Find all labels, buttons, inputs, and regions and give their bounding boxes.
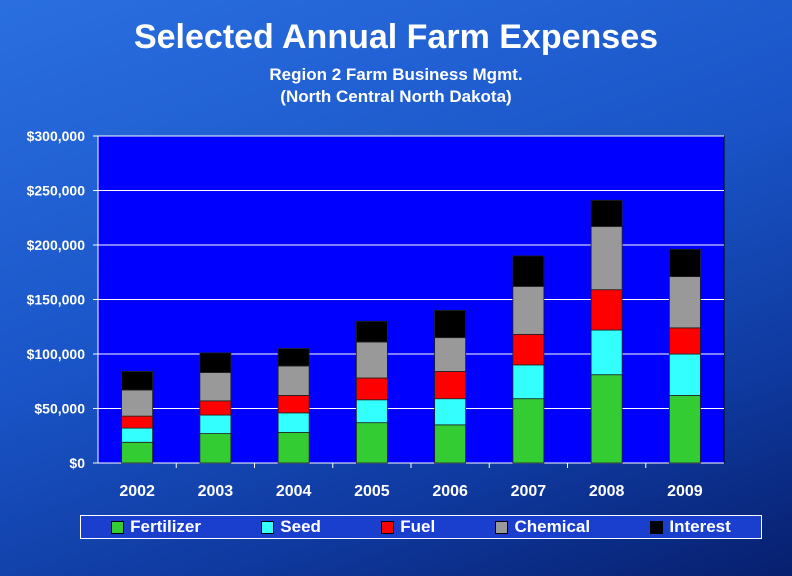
bar-seed-2005 — [355, 399, 388, 424]
legend-item-fertilizer: Fertilizer — [111, 517, 201, 537]
bar-fuel-2007 — [512, 333, 545, 366]
bar-interest-2004 — [277, 348, 310, 367]
legend-label-interest: Interest — [669, 517, 731, 536]
bar-fertilizer-2007 — [512, 398, 545, 464]
legend-item-seed: Seed — [261, 517, 321, 537]
y-tick-label: $300,000 — [27, 128, 86, 144]
bar-fuel-2003 — [199, 400, 232, 416]
bar-fertilizer-2009 — [668, 395, 701, 464]
legend-swatch-seed — [261, 520, 275, 534]
y-tick-label: $200,000 — [27, 237, 86, 253]
bar-fuel-2009 — [668, 327, 701, 355]
bar-interest-2006 — [434, 309, 467, 339]
bar-fertilizer-2003 — [199, 433, 232, 464]
x-tick-label: 2005 — [354, 483, 390, 500]
x-tick-label: 2007 — [511, 483, 547, 500]
bar-chemical-2004 — [277, 365, 310, 396]
chart-subtitle: Region 2 Farm Business Mgmt. (North Cent… — [0, 64, 792, 108]
bar-seed-2003 — [199, 414, 232, 434]
bar-interest-2009 — [668, 248, 701, 278]
chart-title: Selected Annual Farm Expenses — [133, 18, 659, 56]
bar-seed-2009 — [668, 353, 701, 396]
legend-swatch-fuel — [381, 520, 395, 534]
bar-fuel-2006 — [434, 371, 467, 400]
bar-fertilizer-2005 — [355, 422, 388, 464]
y-tick-label: $150,000 — [27, 292, 86, 308]
bar-chemical-2009 — [668, 276, 701, 329]
bar-chemical-2008 — [590, 226, 623, 291]
legend-label-fuel: Fuel — [400, 517, 436, 536]
bar-fuel-2002 — [121, 415, 154, 429]
bar-seed-2007 — [512, 364, 545, 400]
legend-label-seed: Seed — [280, 517, 321, 536]
legend-swatch-chemical — [495, 520, 509, 534]
bar-chemical-2006 — [434, 337, 467, 372]
bar-seed-2004 — [277, 412, 310, 433]
y-tick-label: $100,000 — [27, 346, 86, 362]
x-tick-label: 2002 — [119, 483, 155, 500]
legend: Fertilizer Seed Fuel Chemical Interest — [80, 515, 762, 539]
x-tick-label: 2009 — [667, 483, 703, 500]
bar-interest-2007 — [512, 255, 545, 287]
x-tick-label: 2003 — [198, 483, 234, 500]
bar-chemical-2007 — [512, 286, 545, 335]
x-tick-label: 2006 — [432, 483, 468, 500]
bar-fuel-2008 — [590, 289, 623, 331]
legend-item-fuel: Fuel — [381, 517, 435, 537]
bar-chemical-2003 — [199, 372, 232, 402]
bar-chemical-2005 — [355, 341, 388, 379]
bar-fertilizer-2002 — [121, 441, 154, 464]
y-tick-label: $0 — [69, 455, 85, 471]
bar-interest-2005 — [355, 320, 388, 343]
bar-interest-2003 — [199, 352, 232, 373]
x-tick-label: 2008 — [589, 483, 625, 500]
subtitle-line-1: Region 2 Farm Business Mgmt. — [269, 65, 523, 84]
legend-swatch-fertilizer — [111, 520, 125, 534]
bar-interest-2002 — [121, 371, 154, 391]
bar-seed-2002 — [121, 427, 154, 443]
bar-chemical-2002 — [121, 389, 154, 417]
bar-fuel-2004 — [277, 395, 310, 414]
legend-label-fertilizer: Fertilizer — [130, 517, 201, 536]
bar-fuel-2005 — [355, 377, 388, 401]
bar-fertilizer-2006 — [434, 424, 467, 464]
bar-interest-2008 — [590, 199, 623, 227]
bar-seed-2008 — [590, 329, 623, 376]
y-tick-label: $250,000 — [27, 183, 86, 199]
subtitle-line-2: (North Central North Dakota) — [280, 87, 512, 106]
legend-item-chemical: Chemical — [495, 517, 590, 537]
legend-item-interest: Interest — [650, 517, 731, 537]
bar-seed-2006 — [434, 398, 467, 426]
legend-swatch-interest — [650, 520, 664, 534]
x-tick-label: 2004 — [276, 483, 312, 500]
legend-label-chemical: Chemical — [514, 517, 591, 536]
y-tick-label: $50,000 — [34, 401, 85, 417]
bar-fertilizer-2004 — [277, 432, 310, 464]
bar-fertilizer-2008 — [590, 374, 623, 464]
